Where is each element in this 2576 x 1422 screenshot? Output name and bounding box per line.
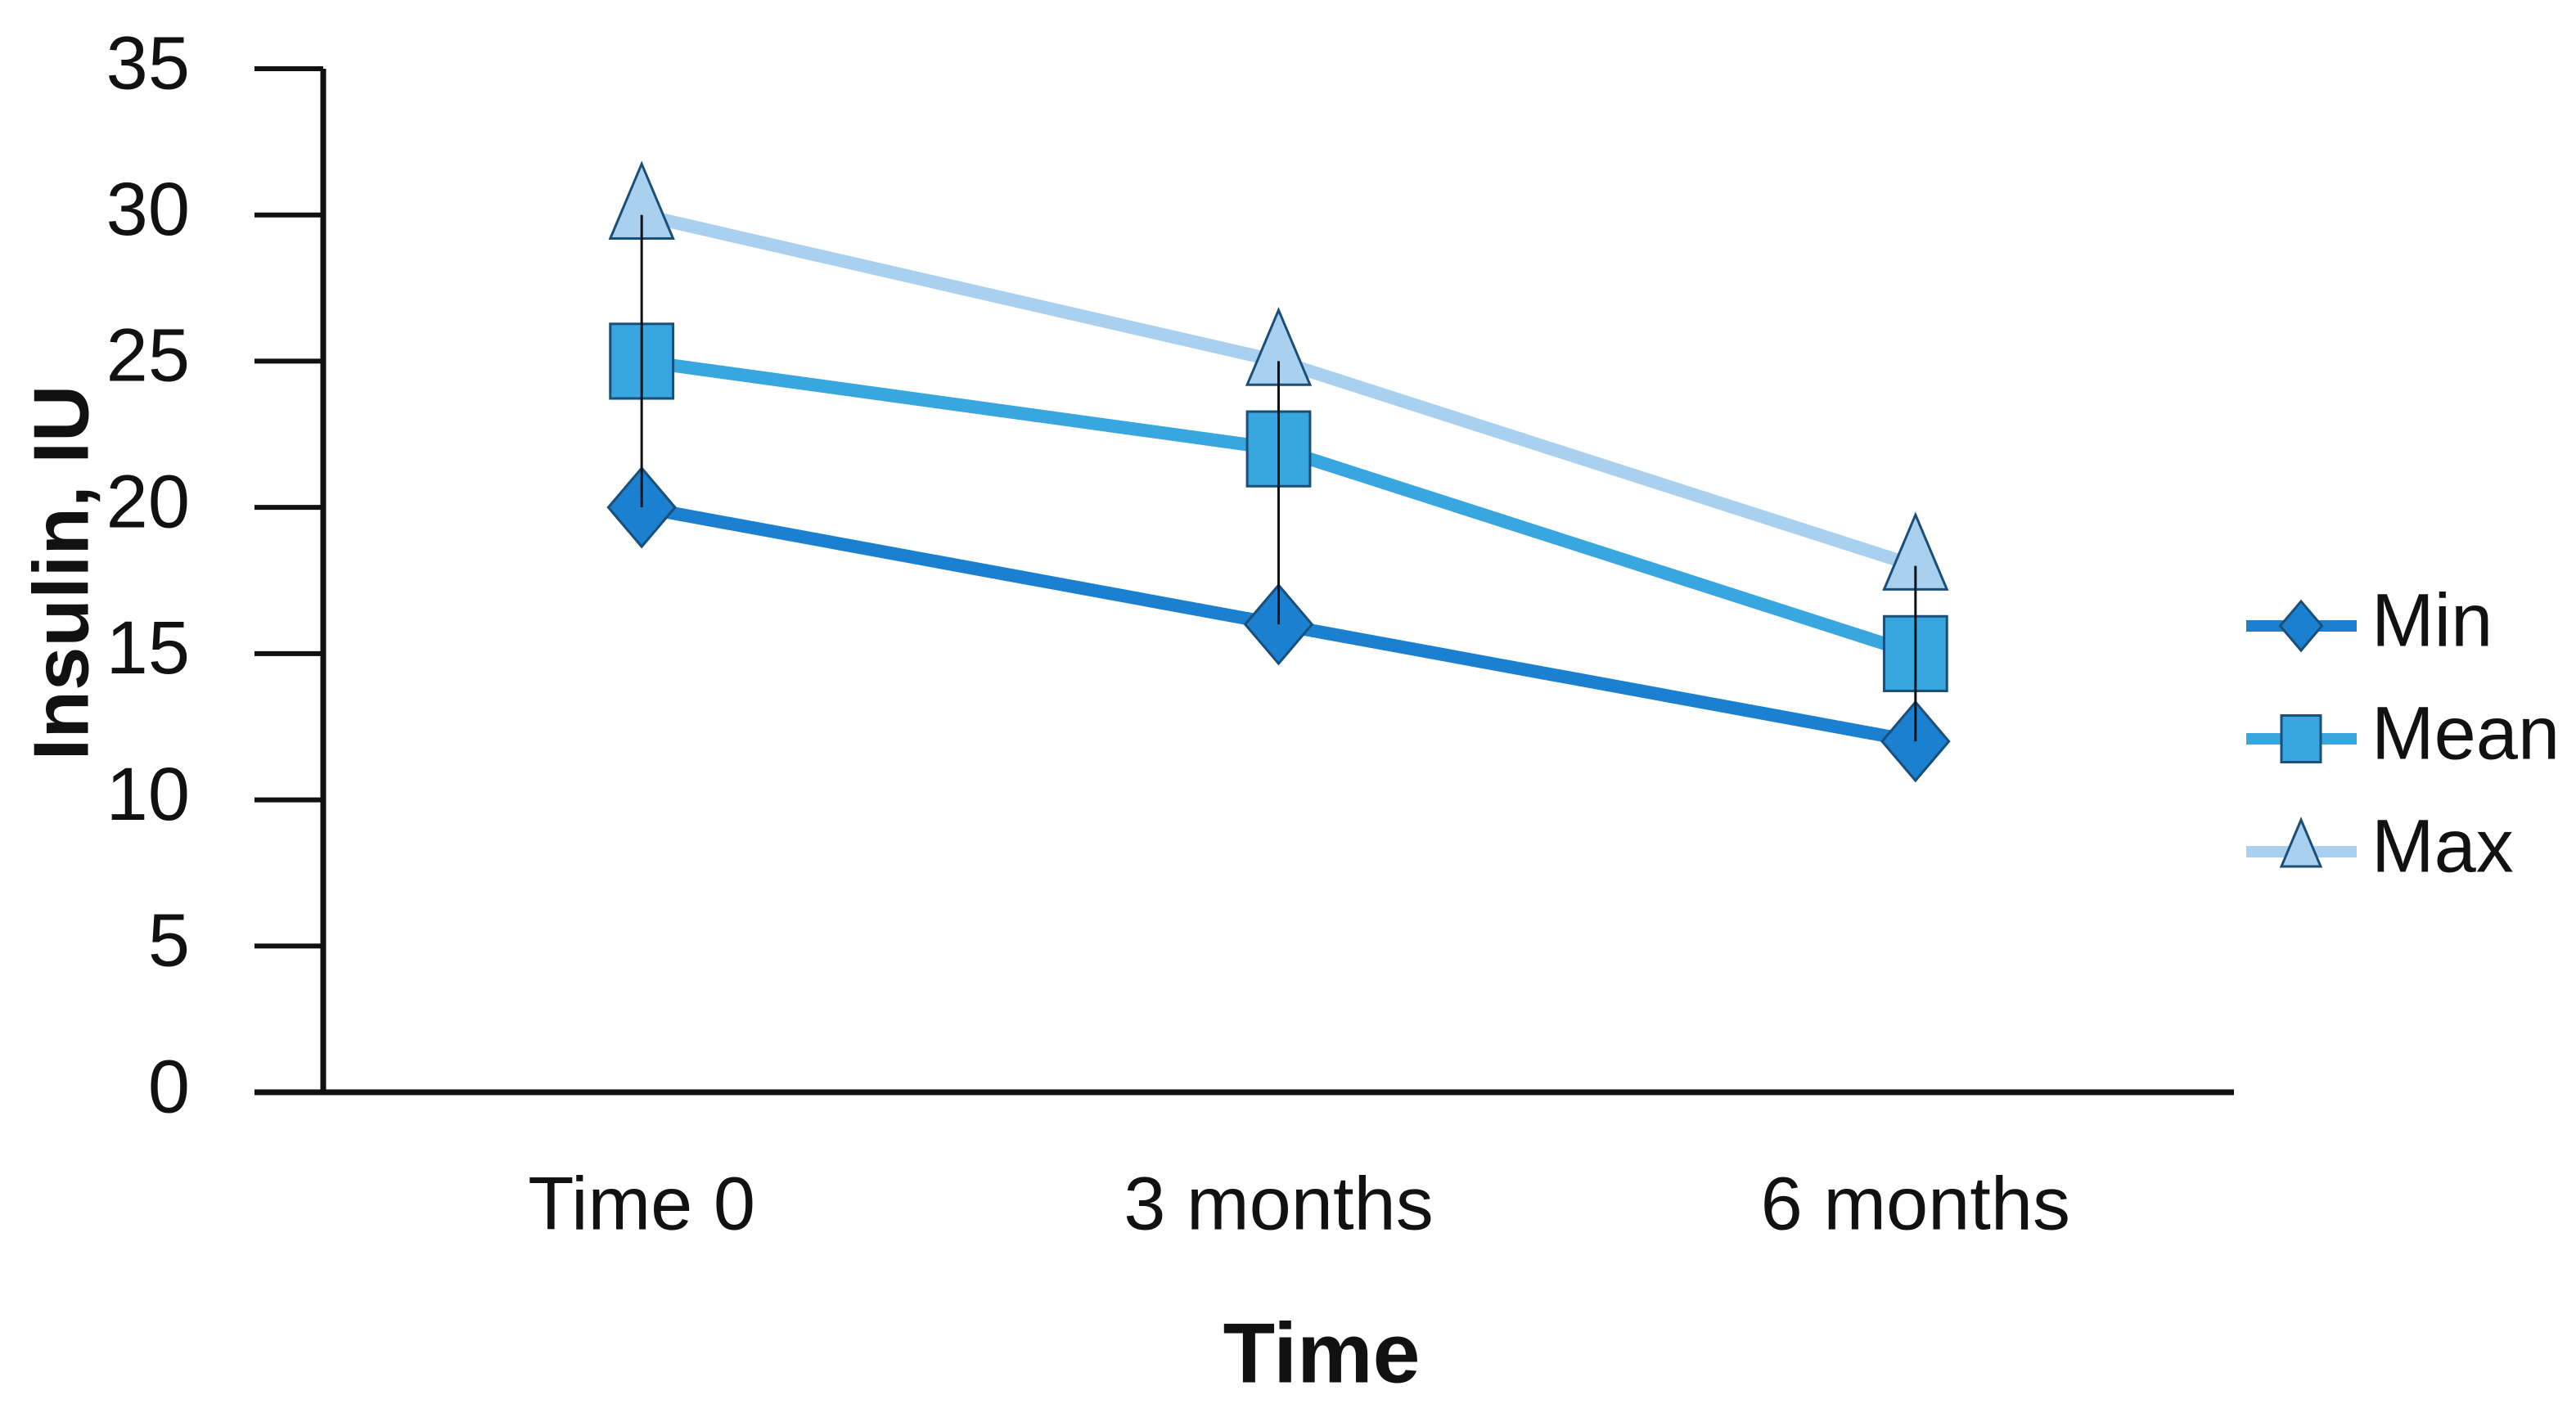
y-tick-label: 10	[106, 753, 190, 836]
y-tick-label: 35	[106, 21, 190, 105]
y-tick-label: 15	[106, 606, 190, 690]
y-tick-label: 25	[106, 314, 190, 398]
y-tick-label: 5	[148, 899, 190, 983]
legend-label: Mean	[2371, 691, 2560, 775]
y-tick-label: 0	[148, 1045, 190, 1128]
x-axis-label: Time	[1223, 1306, 1421, 1401]
marker-triangle	[2279, 817, 2323, 868]
x-tick-label: Time 0	[528, 1162, 755, 1245]
legend-label: Min	[2371, 578, 2493, 662]
marker-diamond	[2278, 599, 2324, 653]
y-tick-label: 30	[106, 168, 190, 251]
x-tick-label: 6 months	[1761, 1162, 2070, 1245]
marker-square	[2280, 714, 2322, 763]
x-tick-label: 3 months	[1124, 1162, 1433, 1245]
y-tick-label: 20	[106, 460, 190, 543]
y-axis-label: Insulin, IU	[17, 385, 105, 761]
legend-label: Max	[2371, 804, 2514, 888]
